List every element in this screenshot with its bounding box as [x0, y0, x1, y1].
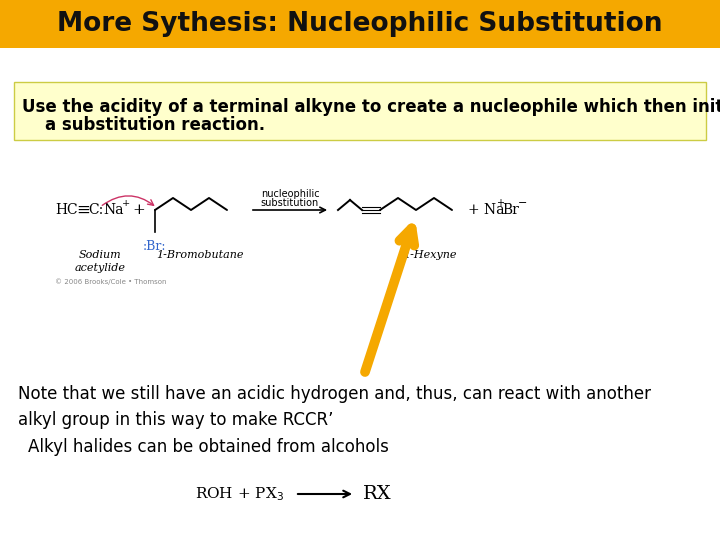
- Text: HC: HC: [55, 203, 78, 217]
- Text: ≡: ≡: [76, 201, 90, 219]
- Text: :Br:: :Br:: [143, 240, 167, 253]
- Text: More Sythesis: Nucleophilic Substitution: More Sythesis: Nucleophilic Substitution: [58, 11, 662, 37]
- Text: acetylide: acetylide: [74, 263, 125, 273]
- Text: 1-Bromobutane: 1-Bromobutane: [156, 250, 244, 260]
- Text: +: +: [122, 199, 130, 208]
- Text: © 2006 Brooks/Cole • Thomson: © 2006 Brooks/Cole • Thomson: [55, 278, 166, 285]
- Bar: [0, 0, 720, 48]
- Text: Na: Na: [103, 203, 124, 217]
- Text: ROH + PX$_3$: ROH + PX$_3$: [195, 485, 284, 503]
- Text: −: −: [518, 198, 527, 208]
- Text: Note that we still have an acidic hydrogen and, thus, can react with another
alk: Note that we still have an acidic hydrog…: [18, 385, 651, 429]
- Text: RX: RX: [363, 485, 392, 503]
- Text: Use the acidity of a terminal alkyne to create a nucleophile which then initiate: Use the acidity of a terminal alkyne to …: [22, 98, 720, 116]
- Text: +: +: [132, 203, 145, 217]
- Text: a substitution reaction.: a substitution reaction.: [22, 116, 265, 134]
- Text: +: +: [496, 198, 504, 208]
- FancyBboxPatch shape: [14, 82, 706, 140]
- Text: substitution: substitution: [261, 198, 319, 208]
- Text: Sodium: Sodium: [78, 250, 121, 260]
- Text: + Na: + Na: [468, 203, 505, 217]
- Text: C:: C:: [88, 203, 103, 217]
- Text: 1-Hexyne: 1-Hexyne: [403, 250, 456, 260]
- Text: Alkyl halides can be obtained from alcohols: Alkyl halides can be obtained from alcoh…: [28, 438, 389, 456]
- Text: Br: Br: [502, 203, 519, 217]
- Text: nucleophilic: nucleophilic: [261, 189, 319, 199]
